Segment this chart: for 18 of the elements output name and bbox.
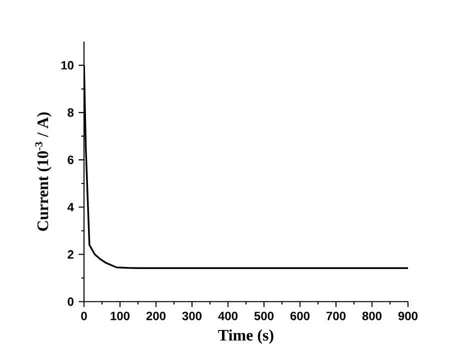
x-tick-label: 100 [110, 312, 130, 320]
x-tick-label: 400 [218, 312, 238, 320]
x-tick-label: 700 [326, 312, 346, 320]
x-tick-label: 800 [362, 312, 382, 320]
x-tick-label: 500 [254, 312, 274, 320]
x-tick-label: 300 [182, 312, 202, 320]
y-axis-title: Current (10$^{-3}$ / A) [35, 112, 52, 231]
y-tick-label: 0 [68, 297, 74, 306]
y-tick-label: 4 [67, 202, 74, 212]
y-tick-label: 2 [68, 250, 74, 259]
y-tick-label: 8 [68, 108, 74, 117]
x-tick-label: 600 [290, 312, 310, 320]
x-axis-title: Time (s) [218, 329, 274, 344]
x-tick-label: 900 [398, 312, 418, 320]
y-tick-label: 6 [68, 156, 74, 164]
y-tick-label: 10 [61, 61, 74, 70]
x-tick-label: 200 [146, 312, 166, 320]
x-tick-label: 0 [81, 312, 87, 320]
